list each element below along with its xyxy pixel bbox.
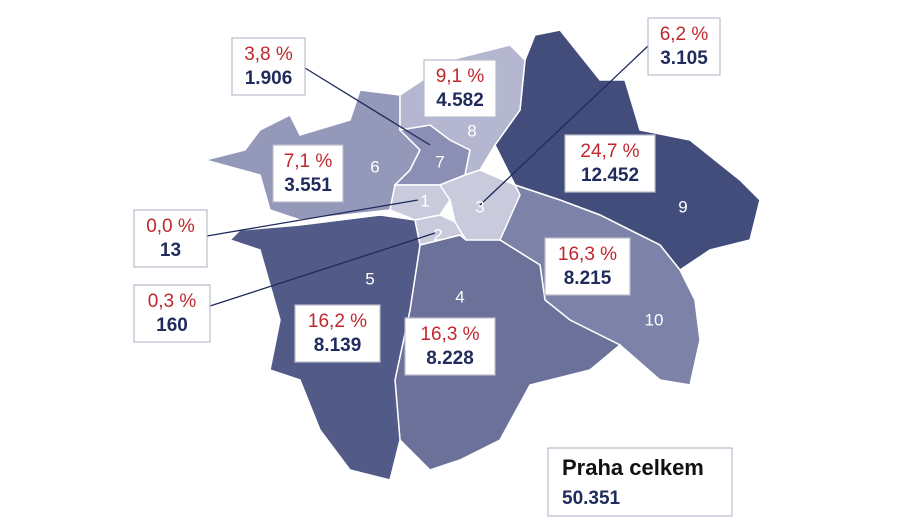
district-number: 10 [645,310,664,329]
district-count: 4.582 [436,90,484,111]
district-percent: 3,8 % [244,44,293,65]
connector [209,232,436,307]
label-box [404,317,496,376]
district-number: 5 [365,269,374,288]
district-count: 3.105 [660,48,708,69]
total-frame [547,447,733,517]
district-number: 4 [455,287,464,306]
connector [479,45,649,206]
connector [206,199,419,237]
label-box [133,209,208,268]
district-percent: 7,1 % [284,151,333,172]
label-box [423,59,497,118]
district-percent: 6,2 % [660,24,709,45]
label-box [133,284,211,343]
total-value: 50.351 [562,488,621,509]
label-box [272,144,344,203]
district-count: 1.906 [245,68,293,89]
district-percent: 24,7 % [580,141,639,162]
district-count: 8.139 [314,335,362,356]
district-percent: 9,1 % [436,66,485,87]
district-count: 160 [156,315,188,336]
label-box [564,134,656,193]
district-number: 6 [370,157,379,176]
label-box [231,37,306,96]
district-percent: 16,2 % [308,311,367,332]
district-percent: 16,3 % [558,244,617,265]
district-percent: 16,3 % [420,324,479,345]
label-box [647,17,721,76]
district-percent: 0,0 % [146,216,195,237]
connector-lines [206,45,649,307]
district-number: 9 [678,197,687,216]
district-percent: 0,3 % [148,291,197,312]
district-count: 8.215 [564,268,612,289]
district-number: 3 [475,197,484,216]
total-label: Praha celkem [562,455,704,480]
district-number: 1 [420,191,429,210]
district-count: 3.551 [284,175,332,196]
district-number: 7 [435,152,444,171]
connector [304,67,431,146]
labels: 1 0,0 % 13 2 0,3 % 160 3 6,2 % 3.105 4 16,3 % 8.228… [133,17,721,376]
district-count: 13 [160,240,181,261]
label-box [544,237,631,296]
district-number: 2 [433,225,442,244]
district-count: 8.228 [426,348,474,369]
total-box: Praha celkem 50.351 [547,447,733,517]
label-box [294,304,381,363]
district-number: 8 [467,121,476,140]
district-count: 12.452 [581,165,639,186]
